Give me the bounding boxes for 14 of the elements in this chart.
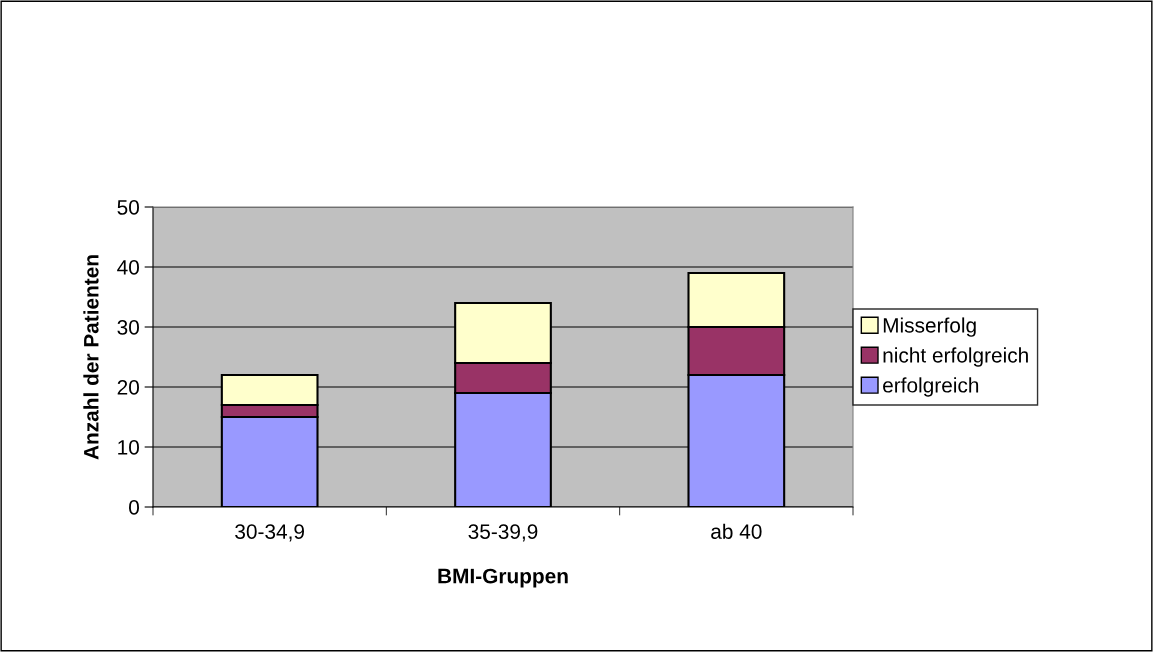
y-tick-label: 20 [117,380,139,395]
legend-label: nicht erfolgreich [883,347,1028,367]
legend-label: erfolgreich [883,377,979,397]
x-tick-label: 35-39,9 [468,524,538,542]
x-tick-label: ab 40 [711,523,762,539]
x-tick-label: 30-34,9 [235,524,305,542]
y-tick-label: 40 [117,260,139,275]
y-tick-label: 10 [118,440,139,455]
y-tick-label: 50 [117,200,139,215]
y-tick-label: 30 [117,320,139,335]
legend-label: Misserfolg [883,317,976,337]
x-axis-title: BMI-Gruppen [438,568,568,588]
y-axis-title: Anzahl der Patienten [83,255,99,460]
y-tick-label: 0 [129,500,139,515]
